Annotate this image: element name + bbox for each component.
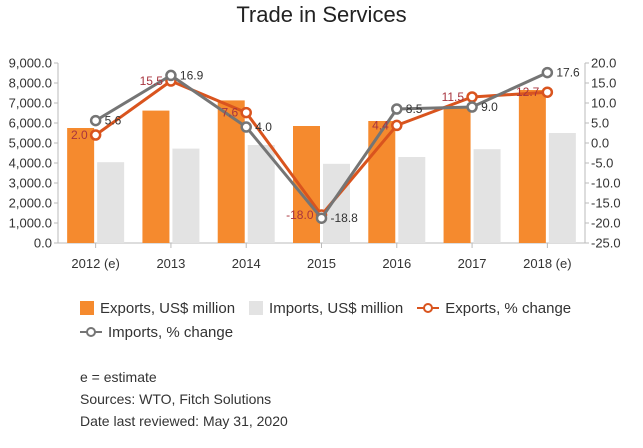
data-label-exports-change: 12.7 [516,85,540,99]
data-label-imports-change: 5.6 [105,114,122,128]
point-exports-change [240,106,252,119]
y-left-tick-label: 3,000.0 [9,176,52,191]
legend-swatch-exports [80,301,94,315]
y-right-tick-label: 5.0 [591,116,609,131]
legend-swatch-imports-change [80,325,102,339]
bar-exports [142,110,170,243]
point-imports-change [240,121,252,133]
chart-plot: 0.0 1,000.0 2,000.0 3,000.0 4,000.0 5,000.0 6,… [9,56,621,272]
bar-imports [548,133,576,243]
y-right-tick-label: 15.0 [591,76,616,91]
data-label-imports-change: 8.5 [406,102,423,116]
y-left-tick-label: 5,000.0 [9,136,52,151]
bar-imports [247,145,275,243]
note-estimate: e = estimate [80,369,157,385]
legend-label-imports-change: Imports, % change [108,323,234,341]
x-tick-label: 2013 [156,256,185,271]
chart-notes: e = estimate Sources: WTO, Fitch Solutio… [80,366,288,432]
legend-label-imports: Imports, US$ million [269,299,404,317]
point-exports-change [466,91,478,103]
y-left-tick-label: 4,000.0 [9,156,52,171]
point-exports-change [391,119,403,132]
bar-imports [473,149,501,243]
point-exports-change [541,86,554,98]
note-sources: Sources: WTO, Fitch Solutions [80,391,272,407]
legend-item-exports[interactable]: Exports, US$ million [80,300,235,317]
y-left-tick-label: 7,000.0 [9,96,52,111]
legend-label-exports: Exports, US$ million [100,299,236,317]
point-imports-change [89,114,102,127]
bar-imports [97,162,125,243]
data-label-exports-change: 7.6 [222,106,239,120]
x-tick-label: 2012 (e) [71,256,119,271]
legend-swatch-imports [249,301,264,315]
data-label-exports-change: 15.5 [140,74,164,88]
data-label-exports-change: 2.0 [71,128,88,142]
y-left-tick-label: 6,000.0 [9,116,52,131]
bar-exports [368,121,396,243]
point-exports-change [89,129,102,141]
legend-item-imports[interactable]: Imports, US$ million [249,300,403,317]
y-left-tick-label: 1,000.0 [9,216,52,231]
y-right-tick-label: -15.0 [591,196,621,211]
chart-title: Trade in Services [236,2,407,27]
point-imports-change [391,103,403,115]
legend-label-exports-change: Exports, % change [445,299,572,317]
y-right-tick-label: -5.0 [591,156,613,171]
bar-exports [518,90,546,243]
y-right-tick-label: -10.0 [591,176,621,191]
legend-swatch-exports-change [417,301,440,315]
point-imports-change [466,101,478,113]
y-left-tick-label: 8,000.0 [9,76,52,91]
data-label-exports-change: 4.4 [372,118,389,132]
data-label-imports-change: 17.6 [556,66,580,80]
x-tick-label: 2017 [458,256,487,271]
bar-imports [323,163,350,243]
bar-exports [293,126,320,243]
bar-exports [67,128,95,243]
y-right-tick-label: 20.0 [591,56,616,71]
data-label-exports-change: -18.0 [286,208,314,222]
y-right-tick-label: -20.0 [591,216,621,231]
point-imports-change [541,66,554,79]
x-tick-label: 2014 [232,256,261,271]
data-label-imports-change: 16.9 [180,68,204,82]
legend-item-imports-change[interactable]: Imports, % change [80,324,233,341]
y-right-tick-label: -25.0 [591,236,621,251]
y-left-tick-label: 0.0 [34,236,52,251]
legend-item-exports-change[interactable]: Exports, % change [417,300,571,317]
data-label-imports-change: 4.0 [255,120,272,134]
data-label-imports-change: -18.8 [331,211,359,225]
x-tick-label: 2015 [307,256,336,271]
bar-imports [398,157,426,243]
chart-legend: Exports, US$ million Imports, US$ millio… [80,296,600,344]
bar-exports [443,107,471,243]
note-reviewed: Date last reviewed: May 31, 2020 [80,413,288,429]
y-right-tick-label: 0.0 [591,136,609,151]
x-tick-label: 2018 (e) [523,256,571,271]
point-imports-change [315,212,328,224]
data-label-imports-change: 9.0 [481,100,498,114]
y-left-tick-label: 9,000.0 [9,56,52,71]
bar-imports [172,148,200,243]
y-right-tick-label: 10.0 [591,96,616,111]
x-tick-label: 2016 [382,256,411,271]
point-imports-change [165,69,177,82]
y-left-tick-label: 2,000.0 [9,196,52,211]
data-label-exports-change: 11.5 [442,90,465,104]
